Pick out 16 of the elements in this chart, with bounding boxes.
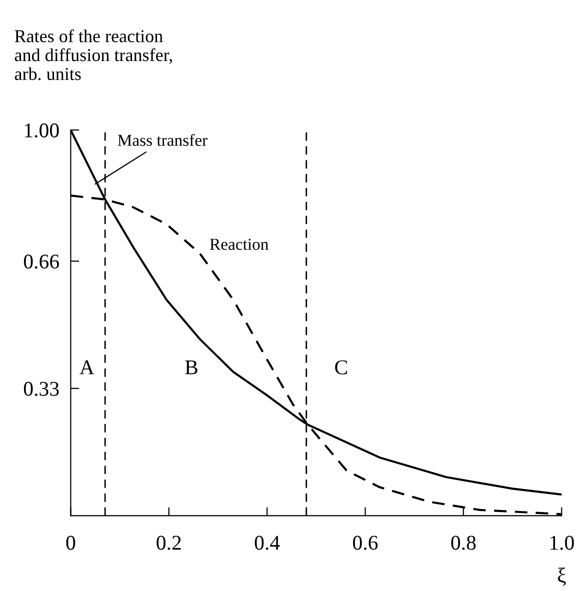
annotation: A: [80, 360, 94, 374]
y-tick-label: 1.00: [24, 123, 59, 138]
x-tick-label: 0.8: [451, 536, 476, 550]
x-tick-label: 0.6: [353, 536, 378, 550]
x-tick-label: 1.0: [550, 536, 574, 550]
y-tick-label: 0.33: [24, 382, 59, 396]
y-tick-label: 0.66: [24, 254, 59, 269]
x-tick-label: 0.2: [156, 536, 181, 550]
x-axis-title: ξ: [558, 568, 566, 586]
x-tick-label: 0: [66, 536, 76, 550]
y-axis-title: Rates of the reaction and diffusion transfer, arb. units: [14, 29, 172, 80]
series-label: Reaction: [210, 238, 268, 250]
text: Mass transfer: [118, 134, 208, 146]
annotation: C: [335, 360, 348, 374]
annotation: B: [185, 360, 198, 374]
x-tick-label: 0.4: [254, 536, 280, 550]
